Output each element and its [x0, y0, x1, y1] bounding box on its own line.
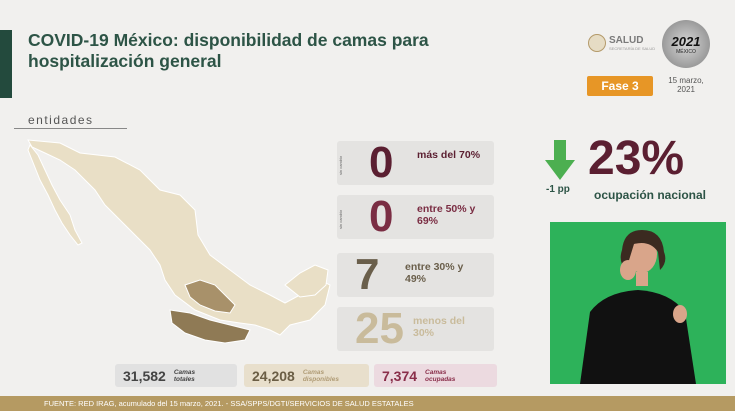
map-region-guerrero-oaxaca — [169, 309, 251, 344]
salud-logo-sub: SECRETARÍA DE SALUD — [609, 45, 656, 51]
salud-logo-word: SALUD — [609, 34, 644, 46]
summary-label: Camas disponibles — [302, 368, 339, 383]
logo-year: 2021 — [671, 33, 701, 49]
summary-value: 24,208 — [252, 367, 295, 384]
map-label: entidades — [28, 113, 94, 127]
summary-total-beds: 31,582 Camas totales — [115, 364, 237, 387]
range-30-49: 7 entre 30% y 49% — [337, 250, 494, 299]
range-50-69: sin cambio 0 entre 50% y 69% — [337, 192, 494, 241]
range-count: 7 — [355, 250, 380, 299]
logo-country: MÉXICO — [676, 48, 696, 55]
interpreter-figure — [580, 230, 696, 384]
summary-value: 31,582 — [123, 367, 166, 384]
range-over-70: sin cambio 0 más del 70% — [337, 138, 494, 187]
range-label: entre 30% y 49% — [405, 261, 464, 285]
map-label-underline — [14, 128, 127, 129]
arrow-down-icon — [545, 140, 575, 180]
summary-value: 7,374 — [382, 367, 418, 384]
map-region-yucatan — [284, 264, 329, 298]
occupancy-percent: 23% — [588, 132, 685, 185]
range-label: menos del 30% — [413, 315, 465, 339]
summary-occupied-beds: 7,374 Camas ocupadas — [374, 364, 497, 387]
seal-icon — [588, 34, 606, 52]
source-footer: FUENTE: RED IRAG, acumulado del 15 marzo… — [0, 396, 735, 411]
range-count: 0 — [369, 192, 394, 241]
map-region-north — [27, 139, 331, 336]
occupancy-delta: -1 pp — [546, 184, 570, 195]
range-under-30: 25 menos del 30% — [337, 304, 494, 353]
phase-badge: Fase 3 — [587, 76, 653, 96]
report-date: 15 marzo, 2021 — [668, 76, 704, 94]
salud-logo: SALUD SECRETARÍA DE SALUD — [588, 34, 655, 52]
range-count: 25 — [355, 304, 404, 353]
baja-california — [27, 144, 83, 246]
summary-label: Camas totales — [173, 368, 196, 383]
summary-available-beds: 24,208 Camas disponibles — [244, 364, 369, 387]
summary-label: Camas ocupadas — [425, 368, 456, 383]
occupancy-label: ocupación nacional — [594, 188, 707, 202]
range-label: más del 70% — [417, 149, 481, 161]
mexico-map — [27, 139, 331, 344]
sign-language-interpreter — [550, 222, 726, 384]
title-accent-bar — [0, 30, 12, 98]
range-change-note: sin cambio — [338, 209, 343, 229]
page-title: COVID-19 México: disponibilidad de camas… — [28, 30, 429, 71]
range-change-note: sin cambio — [338, 155, 343, 175]
logo-2021: 2021 MÉXICO — [662, 20, 710, 68]
range-count: 0 — [369, 138, 394, 187]
range-label: entre 50% y 69% — [417, 203, 476, 227]
map-region-center-dark — [184, 279, 236, 314]
